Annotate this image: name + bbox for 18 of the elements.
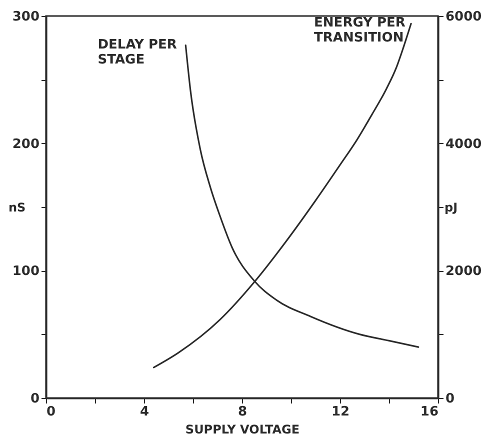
y-tick-label: 0 [30,392,40,406]
y-tick-label: 200 [12,136,40,152]
series-label: ENERGY PER TRANSITION [314,16,406,46]
x-axis-title: SUPPLY VOLTAGE [185,422,300,436]
y2-tick-label: 2000 [446,264,482,280]
x-tick-label: 8 [238,404,248,420]
y-axis-title: nS [8,200,26,214]
x-tick-label: 16 [420,404,438,420]
y-tick-label: 300 [12,10,40,24]
x-tick-label: 4 [140,404,150,420]
y2-tick-label: 4000 [446,136,482,152]
y2-axis-title: pJ [444,200,458,214]
y2-tick-label: 6000 [446,10,482,24]
series-label: DELAY PER STAGE [98,37,177,68]
x-tick-label: 12 [331,404,350,420]
x-tick-label: 0 [46,404,56,420]
y-tick-label: 100 [12,264,40,280]
y2-tick-label: 0 [446,392,455,406]
